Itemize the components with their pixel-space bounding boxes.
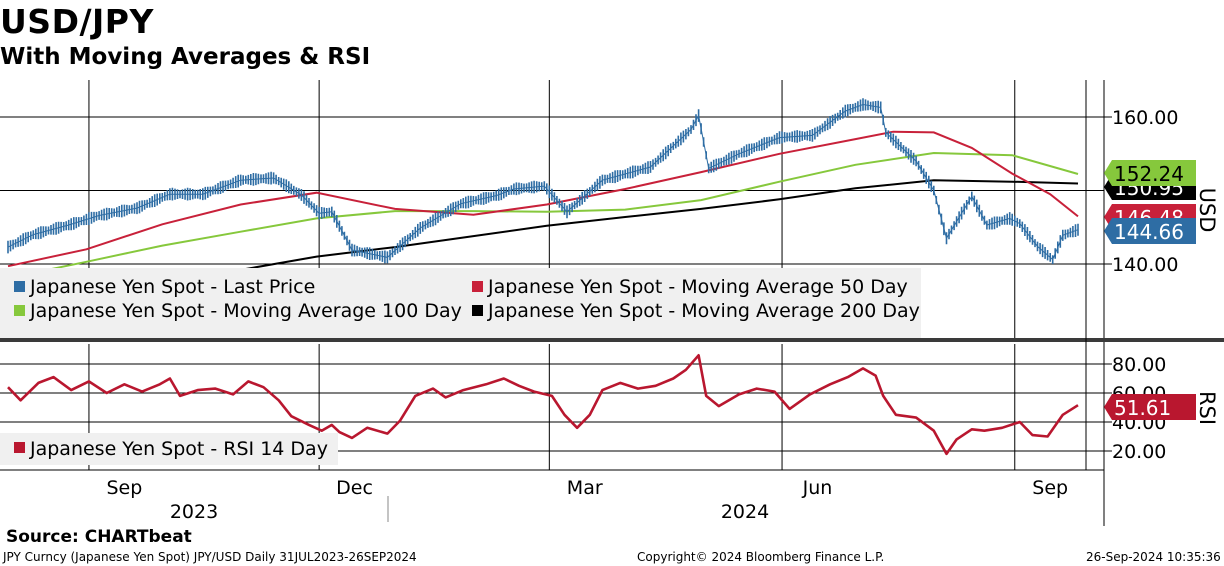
source-note: Source: CHARTbeat bbox=[6, 527, 192, 547]
legend-swatch-ma50 bbox=[472, 281, 483, 292]
legend-swatch-rsi bbox=[14, 442, 25, 453]
timestamp: 26-Sep-2024 10:35:36 bbox=[1086, 550, 1221, 564]
legend-label-ma200: Japanese Yen Spot - Moving Average 200 D… bbox=[487, 300, 920, 322]
year-label-2023: 2023 bbox=[170, 501, 218, 523]
rsi-legend-box bbox=[0, 433, 338, 465]
x-tick-label: Sep bbox=[106, 477, 142, 499]
last-value-rsi: 51.61 bbox=[1114, 396, 1171, 420]
chart-subtitle: With Moving Averages & RSI bbox=[0, 44, 371, 70]
series-line-price bbox=[7, 103, 1079, 261]
series-line-rsi bbox=[7, 354, 1079, 456]
x-tick-label: Mar bbox=[567, 477, 603, 499]
copyright-note: Copyright© 2024 Bloomberg Finance L.P. bbox=[637, 550, 885, 564]
x-tick-label: Sep bbox=[1032, 477, 1068, 499]
x-tick-label: Dec bbox=[336, 477, 373, 499]
last-value-price: 144.66 bbox=[1114, 220, 1184, 244]
last-value-ma100: 152.24 bbox=[1114, 162, 1184, 186]
legend-label-rsi: Japanese Yen Spot - RSI 14 Day bbox=[29, 438, 328, 460]
price-tick-label: 160.00 bbox=[1112, 107, 1178, 129]
legend-swatch-price bbox=[14, 281, 25, 292]
ticker-info: JPY Curncy (Japanese Yen Spot) JPY/USD D… bbox=[3, 550, 417, 564]
rsi-tick-label: 80.00 bbox=[1112, 354, 1166, 376]
rsi-axis-title: RSI bbox=[1195, 391, 1219, 425]
price-axis-title: USD bbox=[1195, 188, 1219, 233]
last-value-price-bg bbox=[1104, 218, 1196, 244]
legend-label-price: Japanese Yen Spot - Last Price bbox=[29, 276, 315, 298]
last-value-ma100-bg bbox=[1104, 160, 1196, 186]
price-tick-label: 140.00 bbox=[1112, 254, 1178, 276]
series-line-ma100 bbox=[7, 151, 1079, 279]
year-label-2024: 2024 bbox=[721, 501, 769, 523]
legend-label-ma100: Japanese Yen Spot - Moving Average 100 D… bbox=[29, 300, 462, 322]
series-line-ma50 bbox=[7, 130, 1079, 268]
x-tick-label: Jun bbox=[802, 477, 833, 499]
legend-label-ma50: Japanese Yen Spot - Moving Average 50 Da… bbox=[487, 276, 908, 298]
price-legend-box bbox=[0, 268, 921, 338]
chart-area: Japanese Yen Spot - Last Price Japanese Y… bbox=[0, 80, 1224, 526]
legend-swatch-ma200 bbox=[472, 305, 483, 316]
rsi-tick-label: 20.00 bbox=[1112, 441, 1166, 463]
legend-swatch-ma100 bbox=[14, 305, 25, 316]
chart-title: USD/JPY bbox=[0, 2, 154, 41]
last-value-rsi-bg bbox=[1104, 394, 1196, 420]
